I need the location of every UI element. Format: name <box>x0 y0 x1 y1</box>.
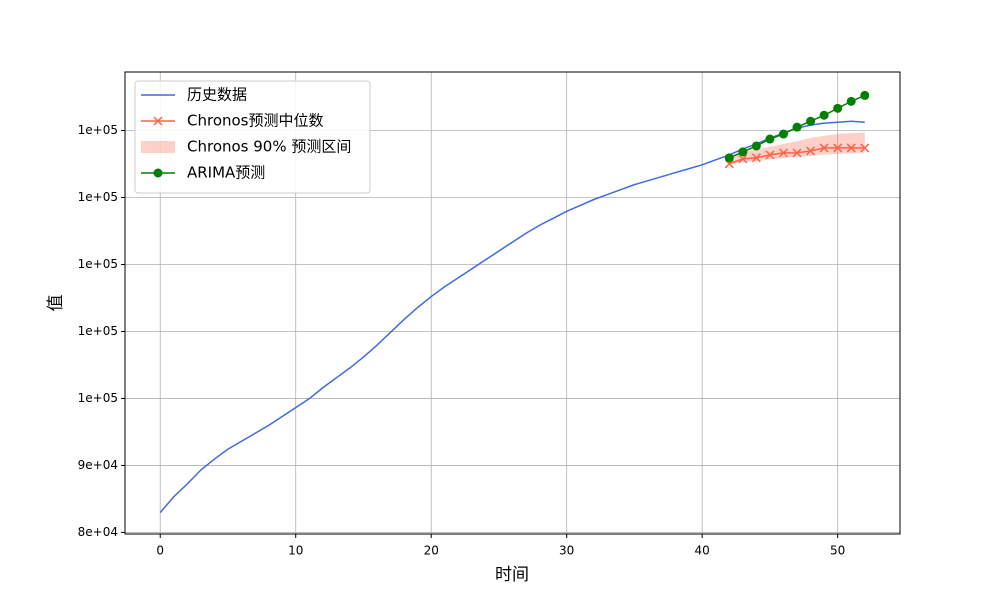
data-point <box>846 143 856 153</box>
y-axis-label: 值 <box>46 295 66 312</box>
x-tick-label: 40 <box>695 544 710 558</box>
data-point <box>833 143 843 153</box>
y-tick-label: 1e+05 <box>78 391 118 405</box>
y-tick-label: 1e+05 <box>78 324 118 338</box>
data-point <box>751 141 761 151</box>
legend-swatch <box>141 141 175 153</box>
data-point <box>778 148 789 158</box>
x-tick-label: 50 <box>830 544 845 558</box>
legend-label: ARIMA预测 <box>187 164 265 182</box>
legend-label: Chronos 90% 预测区间 <box>187 138 351 156</box>
data-point <box>806 146 816 156</box>
x-tick-label: 10 <box>288 544 303 558</box>
plot-frame <box>124 71 901 535</box>
data-point <box>819 110 829 120</box>
legend-marker <box>153 168 163 178</box>
y-tick-label: 1e+05 <box>78 123 118 137</box>
data-point <box>738 154 748 164</box>
series-line <box>159 120 865 514</box>
y-tick-label: 1e+05 <box>78 190 118 204</box>
x-tick-label: 20 <box>424 544 439 558</box>
y-tick-label: 1e+05 <box>78 257 118 271</box>
data-point <box>819 143 829 153</box>
data-point <box>751 153 761 163</box>
data-point <box>846 96 856 106</box>
x-axis-label: 时间 <box>495 565 529 585</box>
legend-marker <box>153 116 163 126</box>
data-point <box>792 148 802 158</box>
legend-label: 历史数据 <box>187 86 247 104</box>
legend-box <box>134 80 371 194</box>
y-tick-label: 8e+04 <box>78 525 118 539</box>
data-point <box>833 103 843 113</box>
data-point <box>778 129 788 139</box>
prediction-band <box>729 132 865 165</box>
data-point <box>765 134 775 144</box>
data-point <box>860 143 870 153</box>
y-tick-label: 9e+04 <box>78 458 118 472</box>
data-point <box>765 150 775 160</box>
legend-label: Chronos预测中位数 <box>187 112 324 130</box>
data-point <box>792 122 802 132</box>
data-point <box>860 90 870 100</box>
data-point <box>724 153 734 163</box>
data-point <box>738 147 748 157</box>
x-tick-label: 0 <box>156 544 164 558</box>
data-point <box>806 116 816 126</box>
x-tick-label: 30 <box>559 544 574 558</box>
